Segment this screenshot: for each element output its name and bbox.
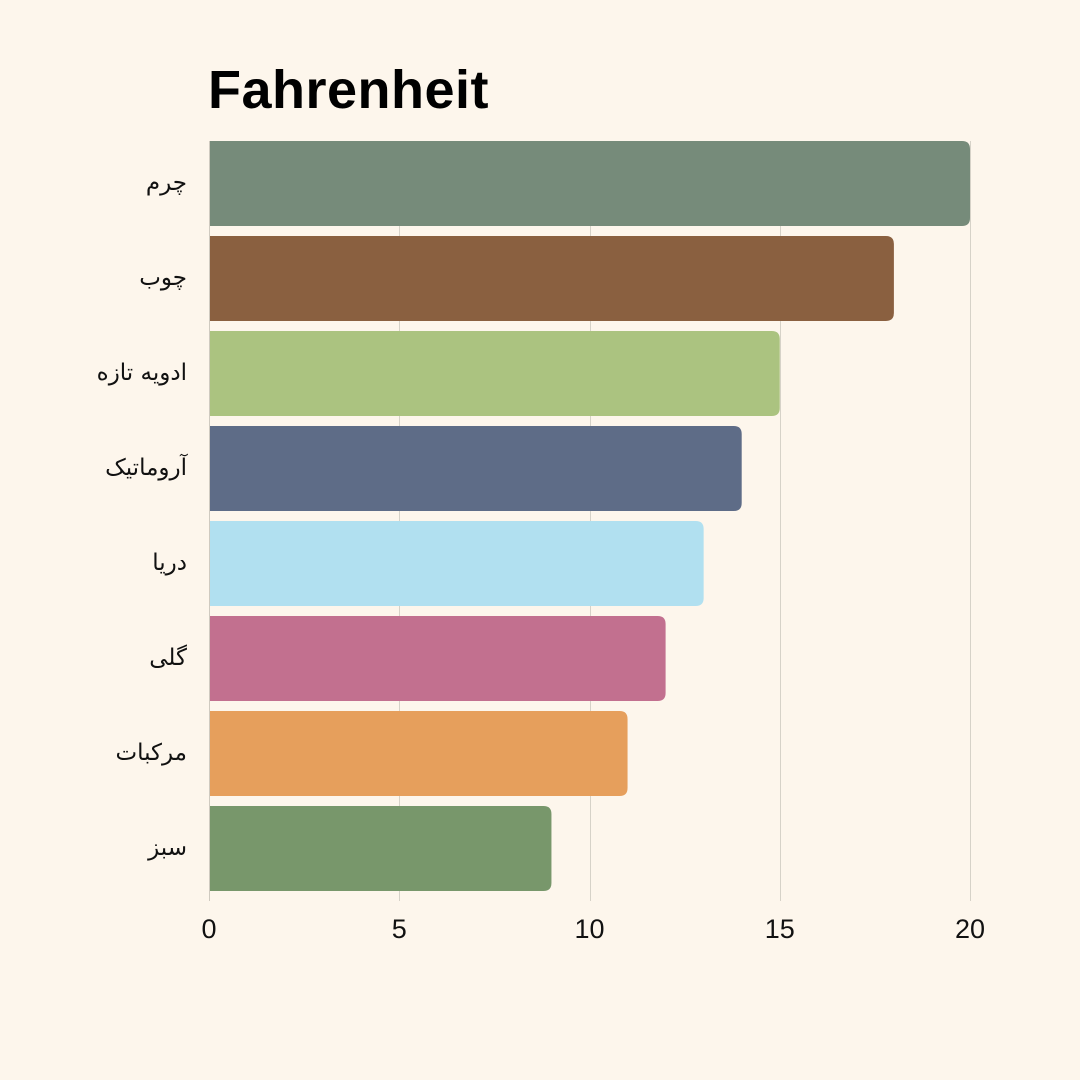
bar-0 <box>209 141 970 226</box>
x-tick-label-1: 5 <box>392 914 407 944</box>
x-tick-label-4: 20 <box>955 914 985 944</box>
bar-5 <box>209 616 666 701</box>
x-tick-label-0: 0 <box>201 914 216 944</box>
bar-3 <box>209 426 742 511</box>
category-label-7: سبز <box>147 835 187 861</box>
bar-1 <box>209 236 894 321</box>
bar-7 <box>209 806 552 891</box>
category-label-2: ادویه تازه <box>97 360 187 386</box>
bar-6 <box>209 711 628 796</box>
category-label-6: مرکبات <box>115 740 187 766</box>
bar-4 <box>209 521 704 606</box>
category-label-3: آروماتیک <box>105 453 188 481</box>
category-label-0: چرم <box>146 170 187 196</box>
x-tick-label-3: 15 <box>765 914 795 944</box>
chart-title: Fahrenheit <box>208 60 490 120</box>
x-tick-label-2: 10 <box>574 914 604 944</box>
bar-2 <box>209 331 780 416</box>
category-label-5: گلی <box>149 644 187 671</box>
category-label-4: دریا <box>152 550 187 576</box>
category-label-1: چوب <box>139 265 187 291</box>
